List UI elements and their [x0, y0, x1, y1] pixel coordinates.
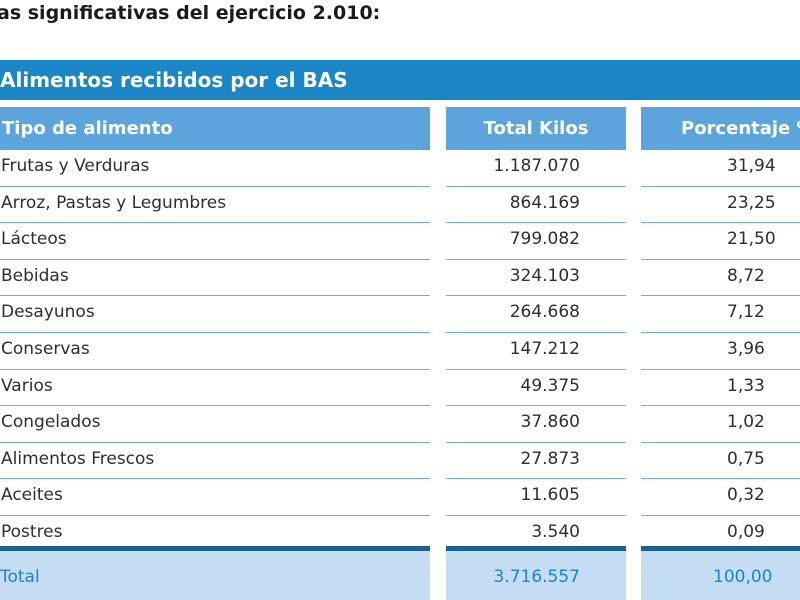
- table-row: Desayunos 264.668 7,12: [0, 296, 800, 333]
- cell-kilos: 1.187.070: [446, 150, 626, 187]
- cell-kilos: 11.605: [446, 479, 626, 516]
- cell-kilos: 27.873: [446, 443, 626, 480]
- table-title: Alimentos recibidos por el BAS: [0, 68, 348, 92]
- cell-tipo: Lácteos: [0, 223, 430, 260]
- cell-porcentaje: 23,25: [641, 187, 800, 224]
- column-header-kilos: Total Kilos: [446, 107, 626, 150]
- cell-kilos: 324.103: [446, 260, 626, 297]
- cell-kilos: 147.212: [446, 333, 626, 370]
- cell-tipo: Frutas y Verduras: [0, 150, 430, 187]
- table-row: Alimentos Frescos 27.873 0,75: [0, 443, 800, 480]
- cell-tipo: Congelados: [0, 406, 430, 443]
- table-row: Congelados 37.860 1,02: [0, 406, 800, 443]
- cell-porcentaje: 8,72: [641, 260, 800, 297]
- table-row: Frutas y Verduras 1.187.070 31,94: [0, 150, 800, 187]
- cell-kilos: 49.375: [446, 370, 626, 407]
- cell-porcentaje: 0,75: [641, 443, 800, 480]
- cell-porcentaje: 3,96: [641, 333, 800, 370]
- cell-porcentaje: 31,94: [641, 150, 800, 187]
- cell-kilos: 264.668: [446, 296, 626, 333]
- total-separator-porcentaje: [641, 546, 800, 551]
- table-row: Arroz, Pastas y Legumbres 864.169 23,25: [0, 187, 800, 224]
- table-row: Aceites 11.605 0,32: [0, 479, 800, 516]
- cell-porcentaje: 21,50: [641, 223, 800, 260]
- table-title-banner: Alimentos recibidos por el BAS: [0, 60, 800, 100]
- total-separator-tipo: [0, 546, 430, 551]
- table-row: Bebidas 324.103 8,72: [0, 260, 800, 297]
- cell-porcentaje: 1,33: [641, 370, 800, 407]
- cell-tipo: Alimentos Frescos: [0, 443, 430, 480]
- table-row: Lácteos 799.082 21,50: [0, 223, 800, 260]
- cell-porcentaje: 0,32: [641, 479, 800, 516]
- cell-kilos: 799.082: [446, 223, 626, 260]
- table-body: Frutas y Verduras 1.187.070 31,94 Arroz,…: [0, 150, 800, 553]
- column-header-tipo: Tipo de alimento: [0, 107, 430, 150]
- cell-kilos: 864.169: [446, 187, 626, 224]
- cell-tipo: Bebidas: [0, 260, 430, 297]
- total-separator-kilos: [446, 546, 626, 551]
- cell-kilos: 37.860: [446, 406, 626, 443]
- cell-porcentaje: 7,12: [641, 296, 800, 333]
- cell-tipo: Desayunos: [0, 296, 430, 333]
- table-row: Conservas 147.212 3,96: [0, 333, 800, 370]
- cell-tipo: Arroz, Pastas y Legumbres: [0, 187, 430, 224]
- column-header-porcentaje: Porcentaje %: [641, 107, 800, 150]
- cell-tipo: Conservas: [0, 333, 430, 370]
- cell-tipo: Varios: [0, 370, 430, 407]
- cell-porcentaje: 1,02: [641, 406, 800, 443]
- total-porcentaje: 100,00: [641, 551, 800, 600]
- table-row: Varios 49.375 1,33: [0, 370, 800, 407]
- cell-tipo: Aceites: [0, 479, 430, 516]
- section-heading: as significativas del ejercicio 2.010:: [0, 2, 381, 24]
- total-label: Total: [0, 551, 430, 600]
- total-kilos: 3.716.557: [446, 551, 626, 600]
